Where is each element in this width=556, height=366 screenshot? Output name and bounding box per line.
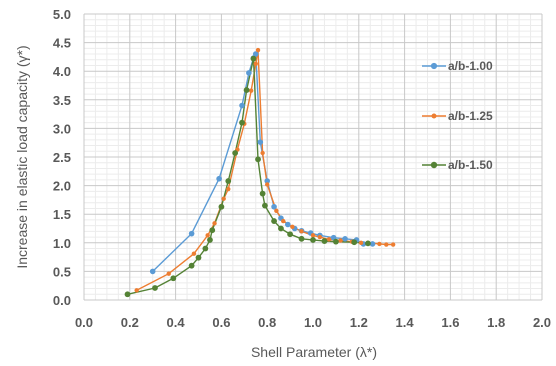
legend-label: a/b-1.00: [448, 59, 493, 73]
legend: a/b-1.00 a/b-1.25 a/b-1.50: [422, 59, 493, 172]
data-point: [212, 221, 217, 226]
data-point: [195, 254, 202, 261]
data-point: [218, 203, 225, 210]
data-point: [278, 225, 284, 232]
data-point: [299, 229, 304, 234]
series-points: [124, 47, 396, 298]
y-tick-label: 4.5: [53, 36, 71, 51]
data-point: [262, 202, 268, 209]
y-tick-label: 3.0: [53, 121, 71, 136]
x-tick-label: 0.4: [167, 315, 186, 330]
data-point: [358, 240, 364, 245]
data-point: [250, 55, 257, 62]
legend-label: a/b-1.50: [448, 158, 493, 172]
y-tick-label: 3.5: [53, 93, 71, 108]
data-point: [191, 251, 197, 256]
data-point: [202, 245, 209, 252]
data-point: [377, 241, 382, 247]
data-point: [271, 218, 277, 224]
data-point: [271, 203, 277, 210]
x-tick-label: 0.0: [75, 315, 93, 330]
y-tick-label: 2.0: [53, 179, 71, 194]
data-point: [290, 224, 295, 229]
data-point: [287, 231, 293, 238]
data-point: [188, 230, 195, 237]
data-point: [298, 235, 305, 242]
x-axis-title: Shell Parameter (λ*): [251, 344, 377, 360]
data-point: [170, 275, 177, 282]
data-point: [274, 208, 279, 213]
legend-swatch-marker: [430, 62, 438, 70]
data-point: [264, 178, 271, 184]
x-tick-label: 1.8: [487, 315, 505, 330]
data-point: [321, 238, 328, 244]
y-tick-label: 1.5: [53, 207, 71, 222]
data-point: [226, 186, 231, 192]
data-point: [225, 178, 232, 184]
y-axis-title: Increase in elastic load capacity (γ*): [14, 45, 30, 268]
y-tick-label: 4.0: [53, 64, 71, 79]
data-point: [166, 271, 171, 276]
data-point: [207, 237, 213, 243]
data-point: [246, 70, 252, 76]
data-point: [338, 238, 343, 243]
y-tick-label: 2.5: [53, 150, 71, 165]
x-tick-label: 1.6: [441, 315, 459, 330]
x-tick-label: 2.0: [533, 315, 551, 330]
data-point: [351, 239, 358, 246]
x-tick-label: 0.2: [121, 315, 139, 330]
y-tick-label: 5.0: [53, 7, 71, 22]
data-point: [253, 61, 258, 66]
data-point: [216, 175, 222, 182]
data-point: [248, 88, 254, 93]
data-point: [252, 51, 259, 57]
data-point: [243, 87, 250, 93]
data-point: [232, 150, 239, 156]
data-point: [260, 150, 265, 156]
data-point: [281, 218, 286, 224]
data-point: [259, 190, 266, 197]
data-point: [239, 119, 245, 126]
data-point: [310, 233, 316, 238]
y-tick-label: 1.0: [53, 236, 71, 251]
data-point: [149, 268, 156, 275]
data-point: [390, 242, 396, 247]
legend-swatch-marker: [430, 161, 438, 169]
data-point: [255, 156, 261, 163]
data-point: [188, 262, 195, 269]
data-point: [265, 182, 270, 187]
data-point: [152, 285, 158, 291]
series-lines: [127, 49, 394, 295]
data-point: [134, 288, 139, 293]
data-point: [342, 235, 348, 242]
data-point: [326, 237, 332, 242]
legend-swatch-marker: [431, 113, 437, 119]
x-tick-label: 1.2: [350, 315, 368, 330]
data-point: [369, 241, 376, 247]
data-point: [333, 238, 339, 245]
data-point: [285, 221, 291, 228]
data-point: [255, 47, 261, 53]
x-tick-label: 1.0: [304, 315, 322, 330]
data-point: [310, 237, 316, 243]
y-tick-label: 0.5: [53, 264, 71, 279]
data-point: [221, 196, 226, 201]
x-tick-label: 0.8: [258, 315, 276, 330]
data-point: [205, 233, 210, 238]
data-point: [239, 102, 245, 109]
data-point: [124, 291, 131, 298]
tick-labels: 0.0 0.2 0.4 0.6 0.8 1.0 1.2 1.4 1.6 1.8 2.0 0.0 0.5 1…: [53, 7, 551, 330]
x-tick-label: 1.4: [396, 315, 415, 330]
data-point: [257, 139, 264, 145]
data-point: [317, 234, 323, 240]
data-point: [365, 240, 371, 247]
legend-label: a/b-1.25: [448, 109, 493, 123]
data-point: [209, 227, 216, 234]
y-tick-label: 0.0: [53, 293, 71, 308]
x-tick-label: 0.6: [212, 315, 230, 330]
data-point: [384, 242, 389, 247]
